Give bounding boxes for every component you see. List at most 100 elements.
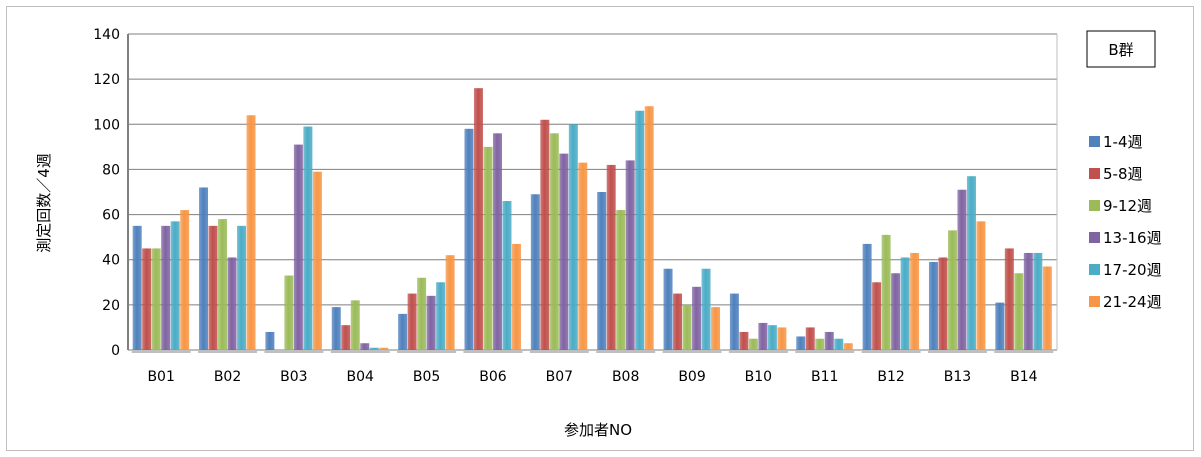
bar-B11-17-20週 <box>834 338 844 350</box>
bar-B04-13-16週 <box>360 343 370 350</box>
bar-B07-9-12週 <box>549 133 559 350</box>
legend-label: 21-24週 <box>1103 293 1162 311</box>
bar-base-shadow <box>795 350 855 353</box>
bar-B12-17-20週 <box>900 257 910 350</box>
bar-B07-5-8週 <box>540 119 550 351</box>
bar-B10-21-24週 <box>777 327 787 350</box>
bar-B04-1-4週 <box>331 307 341 350</box>
x-tick-label: B14 <box>1010 369 1038 385</box>
bar-B13-1-4週 <box>928 261 938 350</box>
x-tick-label: B04 <box>347 369 375 385</box>
x-tick-label: B08 <box>612 369 639 385</box>
bar-B09-21-24週 <box>711 307 721 350</box>
bar-B07-1-4週 <box>530 194 540 350</box>
bar-base-shadow <box>529 350 589 353</box>
bar-B13-17-20週 <box>966 176 976 350</box>
legend-label: 1-4週 <box>1103 133 1143 151</box>
x-tick-label: B10 <box>745 369 772 385</box>
bar-B05-1-4週 <box>398 313 408 350</box>
bar-B08-9-12週 <box>616 210 626 350</box>
bar-B10-17-20週 <box>767 325 777 350</box>
bar-B06-5-8週 <box>473 88 483 351</box>
legend: 1-4週 5-8週 9-12週 13-16週 17-20週 21-24週 <box>1089 133 1162 311</box>
bar-B09-1-4週 <box>663 268 673 350</box>
y-axis-title: 測定回数／4週 <box>35 153 53 253</box>
bar-B11-21-24週 <box>843 343 853 350</box>
bar-B07-21-24週 <box>578 162 588 350</box>
legend-swatch <box>1089 200 1100 211</box>
bar-B14-17-20週 <box>1033 252 1043 350</box>
bar-B04-21-24週 <box>379 347 389 350</box>
legend-label: 9-12週 <box>1103 197 1152 215</box>
bar-B12-21-24週 <box>910 252 920 350</box>
bar-base-shadow <box>397 350 457 353</box>
bar-B11-5-8週 <box>805 327 815 350</box>
x-axis-title: 参加者NO <box>564 421 632 439</box>
x-axis: B01 B02 B03 B04 B05 B06 B07 B08 B09 B10 B11 B12 B13 B… <box>147 369 1037 385</box>
gridlines <box>128 33 1058 351</box>
bar-B14-1-4週 <box>995 302 1005 350</box>
bar-base-shadow <box>994 350 1054 353</box>
bar-B02-5-8週 <box>208 225 218 350</box>
bar-B05-9-12週 <box>417 277 427 350</box>
bar-B13-5-8週 <box>938 257 948 350</box>
bar-B09-5-8週 <box>673 293 683 350</box>
bar-base-shadow <box>596 350 656 353</box>
x-tick-label: B11 <box>811 369 838 385</box>
legend-swatch <box>1089 136 1100 147</box>
y-tick-label: 80 <box>102 162 120 178</box>
y-tick-label: 40 <box>102 253 120 269</box>
bar-base-shadow <box>131 350 191 353</box>
chart-frame: 0 20 40 60 80 100 120 140 B01 B02 B03 B04 B05 B06 B07… <box>6 6 1194 451</box>
bar-B08-5-8週 <box>606 164 616 350</box>
x-tick-label: B05 <box>413 369 440 385</box>
x-tick-label: B07 <box>546 369 573 385</box>
bar-B10-1-4週 <box>729 293 739 350</box>
y-tick-label: 60 <box>102 208 120 224</box>
legend-swatch <box>1089 296 1100 307</box>
bar-B05-5-8週 <box>407 293 417 350</box>
x-tick-label: B09 <box>678 369 705 385</box>
x-tick-label: B13 <box>944 369 971 385</box>
y-tick-label: 140 <box>93 27 120 43</box>
bar-B02-9-12週 <box>218 219 228 350</box>
bar-B06-13-16週 <box>492 133 502 350</box>
bar-B11-13-16週 <box>824 331 834 350</box>
bar-base-shadow <box>927 350 987 353</box>
bar-B02-13-16週 <box>227 257 237 350</box>
bar-base-shadow <box>264 350 324 353</box>
legend-swatch <box>1089 264 1100 275</box>
bar-base-shadow <box>463 350 523 353</box>
x-tick-label: B01 <box>147 369 174 385</box>
bar-B03-17-20週 <box>303 126 313 351</box>
x-tick-label: B06 <box>479 369 507 385</box>
bar-B08-17-20週 <box>635 110 645 350</box>
bar-B02-1-4週 <box>199 187 209 350</box>
bar-B01-1-4週 <box>132 225 142 350</box>
bar-B08-13-16週 <box>625 160 635 350</box>
bar-base-shadow <box>330 350 390 353</box>
bar-B11-9-12週 <box>815 338 825 350</box>
bar-B02-17-20週 <box>237 225 247 350</box>
bar-B09-17-20週 <box>701 268 711 350</box>
bar-B04-9-12週 <box>350 300 360 350</box>
x-tick-label: B12 <box>877 369 904 385</box>
bar-B03-1-4週 <box>265 331 275 350</box>
bar-B14-5-8週 <box>1004 248 1014 350</box>
bar-B14-9-12週 <box>1014 273 1024 350</box>
bar-B12-9-12週 <box>881 234 891 350</box>
legend-swatch <box>1089 168 1100 179</box>
legend-label: 13-16週 <box>1103 229 1162 247</box>
bar-B03-13-16週 <box>293 144 303 350</box>
y-tick-label: 120 <box>93 72 120 88</box>
group-label-box: B群 <box>1086 30 1156 68</box>
bar-B10-13-16週 <box>758 322 768 350</box>
bar-B10-9-12週 <box>748 338 758 350</box>
bar-B08-1-4週 <box>597 192 607 350</box>
bar-B06-21-24週 <box>511 243 521 350</box>
bar-B11-1-4週 <box>796 336 806 350</box>
bar-B03-21-24週 <box>312 171 322 350</box>
legend-label: 17-20週 <box>1103 261 1162 279</box>
y-axis: 0 20 40 60 80 100 120 140 <box>93 27 129 359</box>
bar-B02-21-24週 <box>246 115 256 350</box>
